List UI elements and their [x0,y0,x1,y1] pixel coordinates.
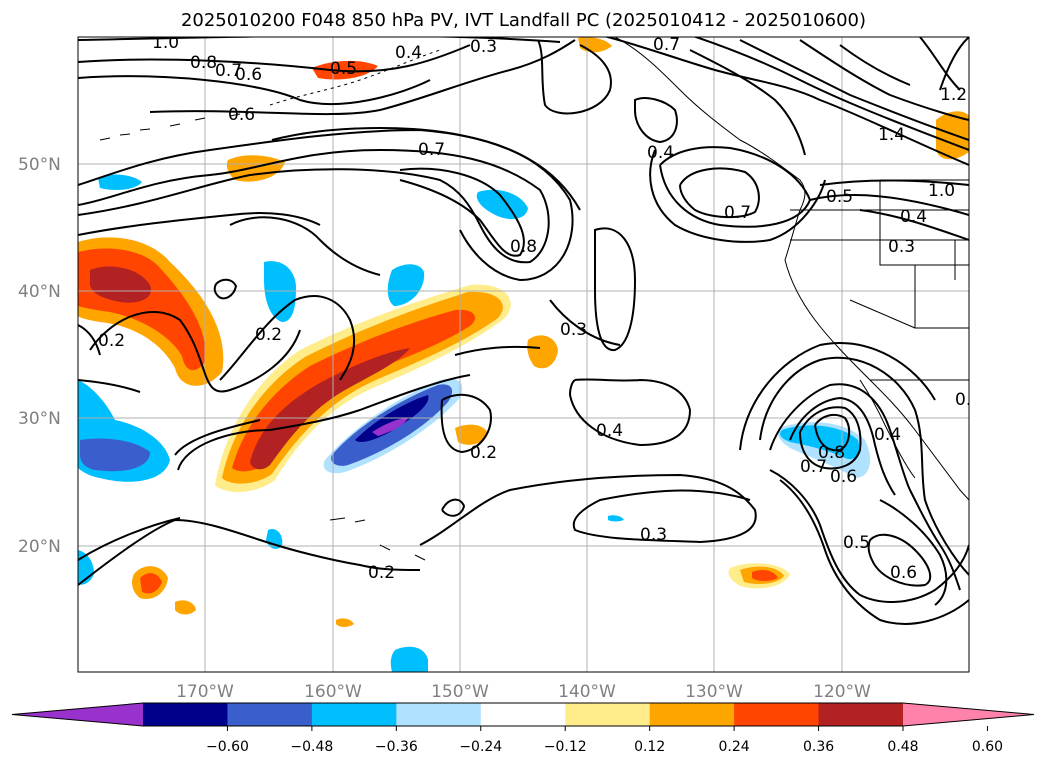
contour-label: 0.3 [470,37,497,57]
lon-tick-label: 130°W [685,682,743,702]
lon-tick-label: 140°W [558,682,616,702]
contour-label: 0.4 [874,425,901,445]
contour-label: 0.6 [830,467,857,487]
contour-label: 0.2 [368,563,395,583]
gridlines [78,37,969,672]
colorbar-tick-label: 0.36 [803,739,834,755]
contour-label: 0.7 [724,203,751,223]
contour-label: 0.8 [818,443,845,463]
contour-label: 0.5 [826,187,853,207]
colorbar-tick-label: 0.60 [972,739,1003,755]
lat-tick-label: 20°N [18,537,61,557]
colorbar-tick-label: −0.60 [206,739,249,755]
contour-label: 0.2 [98,331,125,351]
lon-tick-label: 170°W [176,682,234,702]
contour-label: 0.4 [647,143,674,163]
contour-label: 0.2 [255,325,282,345]
map-title: 2025010200 F048 850 hPa PV, IVT Landfall… [180,10,867,31]
contour-label: 0.3 [888,237,915,257]
colorbar-segment [311,703,397,726]
colorbar-segment [227,703,313,726]
contour-label: 0.4 [395,43,422,63]
pv-anomaly-fills [78,37,969,672]
lat-tick-label: 30°N [18,409,61,429]
colorbar-segment [818,703,904,726]
colorbar-tick-label: 0.24 [719,739,750,755]
contour-label: 1.2 [940,85,967,105]
colorbar-tick-label: −0.48 [290,739,333,755]
map-frame [77,36,970,673]
contour-label: 0.8 [510,237,537,257]
contour-label: 0.6 [890,563,917,583]
contour-label: 0.4 [955,390,982,410]
longitude-labels: 170°W 160°W 150°W 140°W 130°W 120°W [176,682,871,702]
lon-tick-label: 120°W [813,682,871,702]
colorbar-segment [480,703,566,726]
contour-label: 1.0 [152,33,179,53]
lon-tick-label: 160°W [304,682,362,702]
colorbar-segment [565,703,651,726]
contour-label: 0.8 [190,53,217,73]
contour-label: 0.4 [900,207,927,227]
colorbar-tick-label: 0.12 [634,739,665,755]
colorbar-segment [734,703,820,726]
contour-label: 0.6 [235,65,262,85]
lat-tick-label: 50°N [18,155,61,175]
colorbar-extend-max [903,703,1034,726]
lon-tick-label: 150°W [431,682,489,702]
contour-label: 0.3 [640,525,667,545]
contour-label: 0.5 [843,533,870,553]
contour-label: 0.2 [470,443,497,463]
contour-label: 0.3 [560,320,587,340]
colorbar-tick-label: −0.12 [544,739,587,755]
contour-label: 0.5 [330,59,357,79]
contour-label: 0.7 [215,61,242,81]
map-area: 1.0 0.8 0.7 0.6 0.5 0.4 0.3 0.6 0.7 0.4 … [78,33,982,672]
colorbar-tick-label: −0.24 [459,739,502,755]
colorbar-segment [649,703,735,726]
colorbar-segment [143,703,228,726]
contour-label: 0.7 [418,140,445,160]
colorbar-segment [396,703,482,726]
latitude-labels: 50°N 40°N 30°N 20°N [18,155,61,557]
contour-label: 1.4 [878,125,905,145]
contour-label: 0.4 [596,421,623,441]
colorbar-tick-label: −0.36 [375,739,418,755]
contour-label: 0.7 [653,35,680,55]
pv-contours [78,37,969,625]
colorbar-extend-min [12,703,143,726]
colorbar-outline [11,702,1035,727]
contour-label: 0.7 [800,457,827,477]
colorbar-tick-label: 0.48 [887,739,918,755]
coastlines [99,37,969,561]
contour-label: 1.0 [928,181,955,201]
lat-tick-label: 40°N [18,282,61,302]
contour-labels: 1.0 0.8 0.7 0.6 0.5 0.4 0.3 0.6 0.7 0.4 … [98,33,982,583]
colorbar: −0.60 −0.48 −0.36 −0.24 −0.12 0.12 0.24 0.36 0.4… [11,702,1035,755]
contour-label: 0.6 [228,105,255,125]
